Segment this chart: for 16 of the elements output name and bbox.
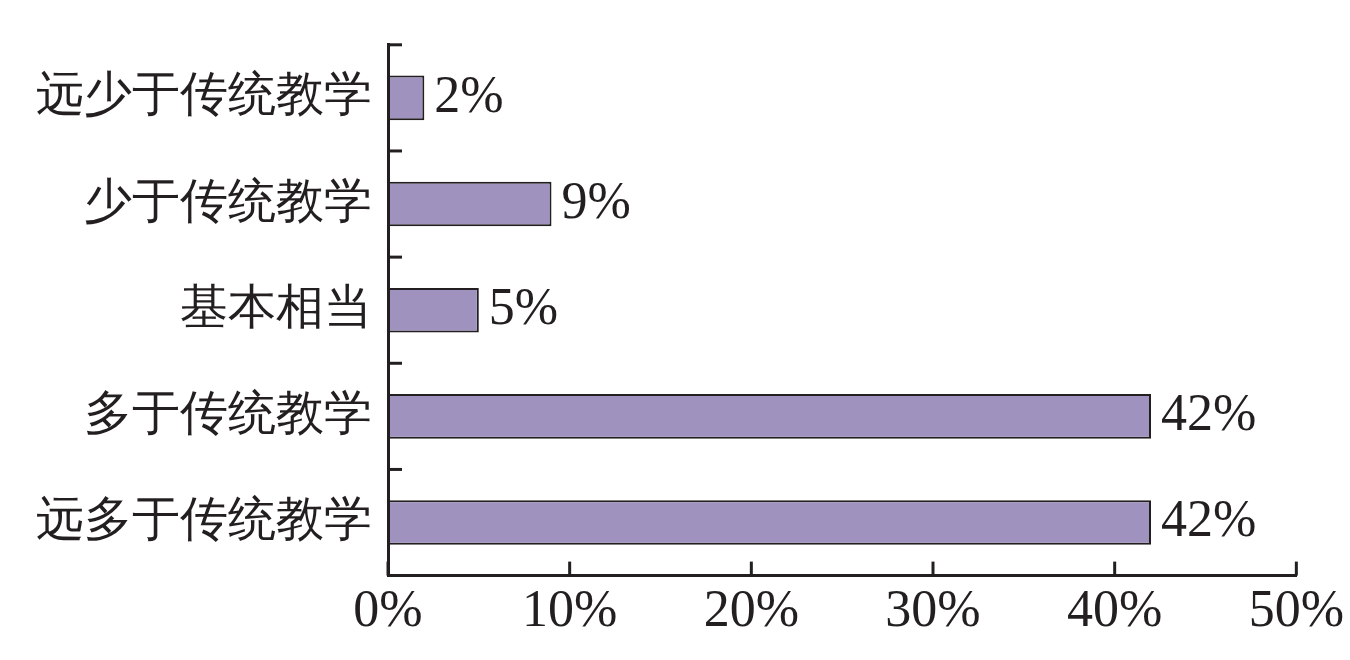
x-tick-label: 10% [522,580,618,638]
x-tick-label: 0% [353,580,423,638]
y-tick-label: 基本相当 [180,279,372,333]
data-label: 9% [561,171,631,229]
y-tick-label: 远少于传统教学 [36,67,372,121]
data-label: 42% [1161,490,1257,548]
x-tick-label: 50% [1248,580,1345,638]
y-tick-label: 远多于传统教学 [36,492,372,546]
data-label: 5% [488,277,559,335]
x-tick-label: 20% [703,580,799,638]
x-tick-label: 30% [885,580,981,638]
data-label: 2% [434,65,504,123]
data-label: 42% [1161,384,1257,442]
y-tick-label: 少于传统教学 [84,173,372,227]
x-tick-label: 40% [1067,580,1163,638]
y-tick-label: 多于传统教学 [84,385,372,439]
